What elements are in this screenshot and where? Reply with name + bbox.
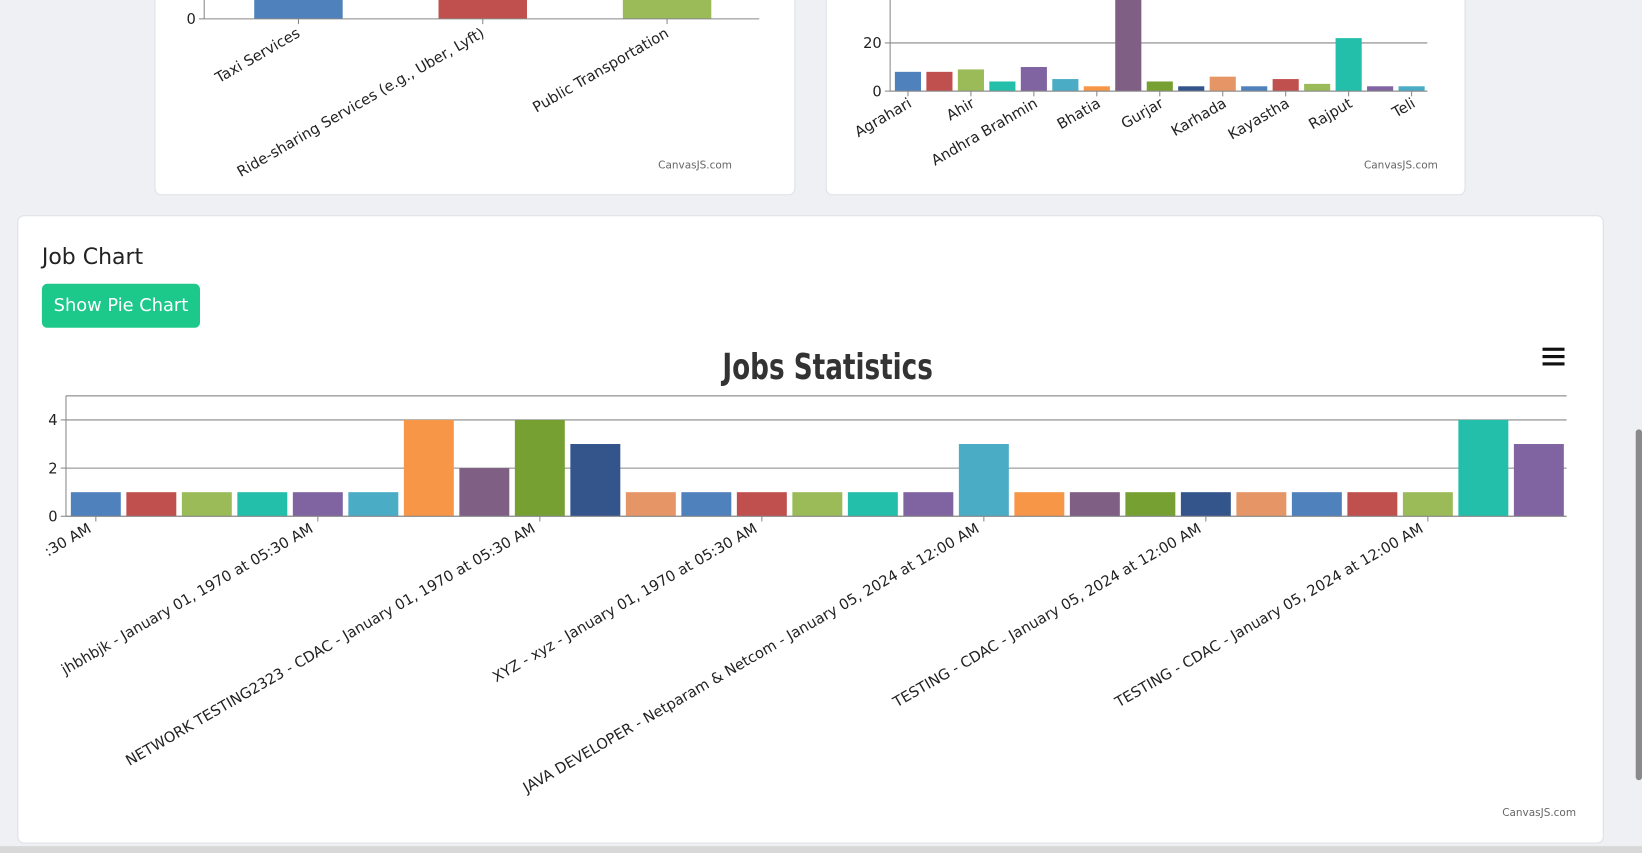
bar [348,492,399,517]
bar [989,81,1016,92]
bar [181,492,232,517]
bar [1398,86,1425,92]
credit: CanvasJS.com [1364,160,1438,172]
bar [514,419,565,517]
bar [957,69,984,92]
bar [903,492,954,517]
bar [681,492,732,517]
bar [1083,86,1110,92]
bar [1241,86,1268,92]
bar [1347,492,1398,517]
bar [1146,81,1173,92]
bar [622,0,712,19]
bar [625,492,676,517]
bar [438,0,527,19]
credit: CanvasJS.com [1502,807,1576,819]
bar [570,444,621,517]
bar [926,71,953,92]
bar [1236,492,1287,517]
credit: CanvasJS.com [658,160,732,172]
scrollbar [1635,429,1642,781]
bar [847,492,898,517]
y-tick-label: 2 [48,460,57,477]
bar [1513,444,1564,517]
bar [237,492,288,517]
bar [1178,86,1205,92]
bar [1115,0,1142,92]
scroll-track [0,846,1642,853]
bar [1458,419,1509,517]
bar [1052,79,1079,92]
bar [292,492,343,517]
bar [736,492,787,517]
card [825,0,1466,196]
y-tick-label: 20 [863,35,882,52]
bar [126,492,177,517]
bar [1020,67,1047,92]
bar [1180,492,1231,517]
bar [1272,79,1299,92]
bar [1367,86,1394,92]
bar [403,419,454,517]
bar [70,492,121,517]
bar [792,492,843,517]
bar [1304,83,1331,92]
bar [1069,492,1120,517]
bar [1125,492,1176,517]
card [154,0,796,196]
bar [1335,38,1362,92]
bar [894,71,922,92]
chart-title: Jobs Statistics [721,346,933,388]
y-tick-label: 0 [48,509,57,526]
bar [1209,76,1236,92]
section-heading: Job Chart [40,245,144,270]
show-pie-button[interactable]: Show Pie Chart [41,283,201,328]
bar [254,0,343,19]
bar [958,444,1009,517]
y-tick-label: 4 [48,412,57,429]
y-tick-label: 0 [186,11,195,28]
y-tick-label: 0 [872,83,881,100]
bar [1014,492,1065,517]
card [17,215,1604,844]
menu-icon[interactable] [1542,347,1565,366]
bar [1291,492,1342,517]
bar [459,468,510,517]
bar [1402,492,1453,517]
